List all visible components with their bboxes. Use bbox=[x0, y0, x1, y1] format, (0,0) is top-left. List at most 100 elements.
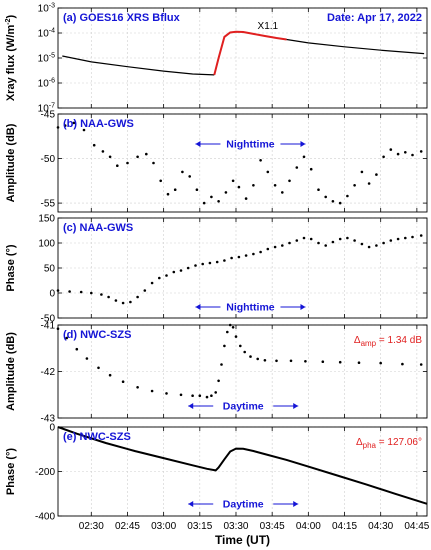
flare-class-label: X1.1 bbox=[258, 21, 279, 32]
data-point bbox=[195, 188, 199, 191]
data-point bbox=[63, 124, 67, 127]
series-line bbox=[213, 30, 287, 76]
data-point bbox=[244, 197, 248, 200]
data-point bbox=[202, 201, 206, 205]
series-line bbox=[57, 426, 428, 505]
data-point bbox=[108, 373, 112, 377]
data-point bbox=[324, 195, 328, 199]
data-point bbox=[317, 188, 320, 191]
data-point bbox=[404, 236, 407, 240]
data-point bbox=[121, 301, 125, 305]
data-point bbox=[389, 239, 393, 242]
y-tick-label: 0 bbox=[49, 423, 55, 434]
data-point bbox=[220, 363, 223, 366]
data-point bbox=[252, 184, 255, 187]
data-point bbox=[309, 237, 313, 241]
data-point bbox=[360, 242, 364, 246]
panel-title: (e) NWC-SZS bbox=[63, 431, 131, 443]
data-point bbox=[179, 269, 183, 272]
arrowhead-right-icon bbox=[300, 141, 306, 147]
data-point bbox=[223, 259, 226, 262]
data-point bbox=[224, 191, 228, 194]
series-line bbox=[286, 38, 425, 55]
data-point bbox=[116, 164, 119, 167]
data-point bbox=[217, 200, 220, 203]
y-tick-label: -45 bbox=[41, 110, 56, 121]
data-point bbox=[404, 151, 407, 154]
data-point bbox=[331, 240, 335, 244]
data-point bbox=[360, 170, 364, 174]
y-tick-label: 10-3 bbox=[38, 3, 55, 15]
data-point bbox=[179, 393, 183, 397]
data-point bbox=[321, 360, 325, 364]
data-point bbox=[275, 359, 278, 363]
data-point bbox=[389, 148, 393, 151]
data-point bbox=[338, 360, 342, 364]
y-axis-label: Phase (°) bbox=[5, 244, 17, 292]
data-point bbox=[191, 394, 194, 398]
data-point bbox=[266, 247, 270, 251]
y-axis-label: Xray flux (W/m-2) bbox=[5, 15, 17, 102]
data-point bbox=[249, 355, 252, 358]
data-point bbox=[159, 179, 162, 183]
y-axis-label: Phase (°) bbox=[5, 448, 17, 496]
data-point bbox=[295, 166, 299, 169]
data-point bbox=[165, 274, 168, 277]
data-point bbox=[401, 362, 404, 366]
data-point bbox=[304, 360, 307, 363]
data-point bbox=[273, 245, 277, 249]
data-point bbox=[210, 394, 213, 398]
data-point bbox=[289, 359, 293, 363]
data-point bbox=[244, 254, 248, 257]
data-point bbox=[338, 201, 342, 205]
x-tick-label: 04:00 bbox=[296, 521, 321, 532]
y-tick-label: -50 bbox=[41, 314, 56, 325]
x-tick-label: 02:45 bbox=[115, 521, 140, 532]
data-point bbox=[252, 252, 255, 256]
data-point bbox=[317, 241, 320, 245]
panel-c: -50 0 50 100 150 Phase (°) (c) NAA-GWS bbox=[5, 214, 428, 325]
data-point bbox=[165, 392, 168, 395]
x-tick-label: 03:15 bbox=[187, 521, 212, 532]
panel-a: 10-7 10-6 10-5 10-4 10-3 Xray flux (W/m-2) (a)… bbox=[5, 3, 428, 115]
arrowhead-right-icon bbox=[293, 501, 299, 507]
period-label: Daytime bbox=[223, 401, 264, 413]
data-point bbox=[382, 241, 385, 245]
data-point bbox=[136, 386, 139, 389]
panel-e: -400 -200 0 Phase (°) (e) NWC-SZS Δpha = 127.… bbox=[5, 423, 428, 523]
panel-title: (a) GOES16 XRS Bflux bbox=[63, 12, 181, 24]
y-tick-label: -43 bbox=[41, 414, 56, 425]
arrowhead-left-icon bbox=[188, 501, 194, 507]
arrowhead-left-icon bbox=[195, 141, 201, 147]
data-point bbox=[85, 357, 89, 360]
data-point bbox=[243, 350, 246, 354]
data-point bbox=[92, 143, 96, 147]
x-tick-label: 04:30 bbox=[368, 521, 393, 532]
arrowhead-left-icon bbox=[188, 403, 194, 409]
y-tick-label: 150 bbox=[38, 214, 55, 225]
data-point bbox=[353, 239, 356, 242]
data-point bbox=[145, 152, 148, 156]
y-tick-label: 10-5 bbox=[38, 53, 55, 65]
y-axis-label: Amplitude (dB) bbox=[5, 123, 17, 202]
data-point bbox=[97, 366, 100, 370]
data-point bbox=[288, 179, 291, 183]
data-point bbox=[237, 185, 241, 189]
data-point bbox=[302, 155, 306, 159]
panel-b: -55 -50 -45 Amplitude (dB) (b) NAA-GWS bbox=[5, 110, 428, 213]
x-tick-label: 03:00 bbox=[151, 521, 176, 532]
delta-annotation: Δamp = 1.34 dB bbox=[354, 335, 422, 348]
data-point bbox=[346, 194, 349, 198]
data-point bbox=[158, 276, 161, 280]
data-point bbox=[295, 239, 299, 242]
data-point bbox=[234, 335, 238, 338]
y-tick-label: 10-7 bbox=[38, 103, 55, 115]
data-point bbox=[90, 291, 93, 295]
x-tick-label: 04:15 bbox=[332, 521, 357, 532]
data-point bbox=[186, 266, 190, 270]
data-point bbox=[208, 261, 212, 265]
y-tick-label: -41 bbox=[41, 321, 56, 332]
data-point bbox=[302, 236, 306, 240]
data-point bbox=[205, 395, 209, 399]
panel-title: (d) NWC-SZS bbox=[63, 329, 131, 341]
